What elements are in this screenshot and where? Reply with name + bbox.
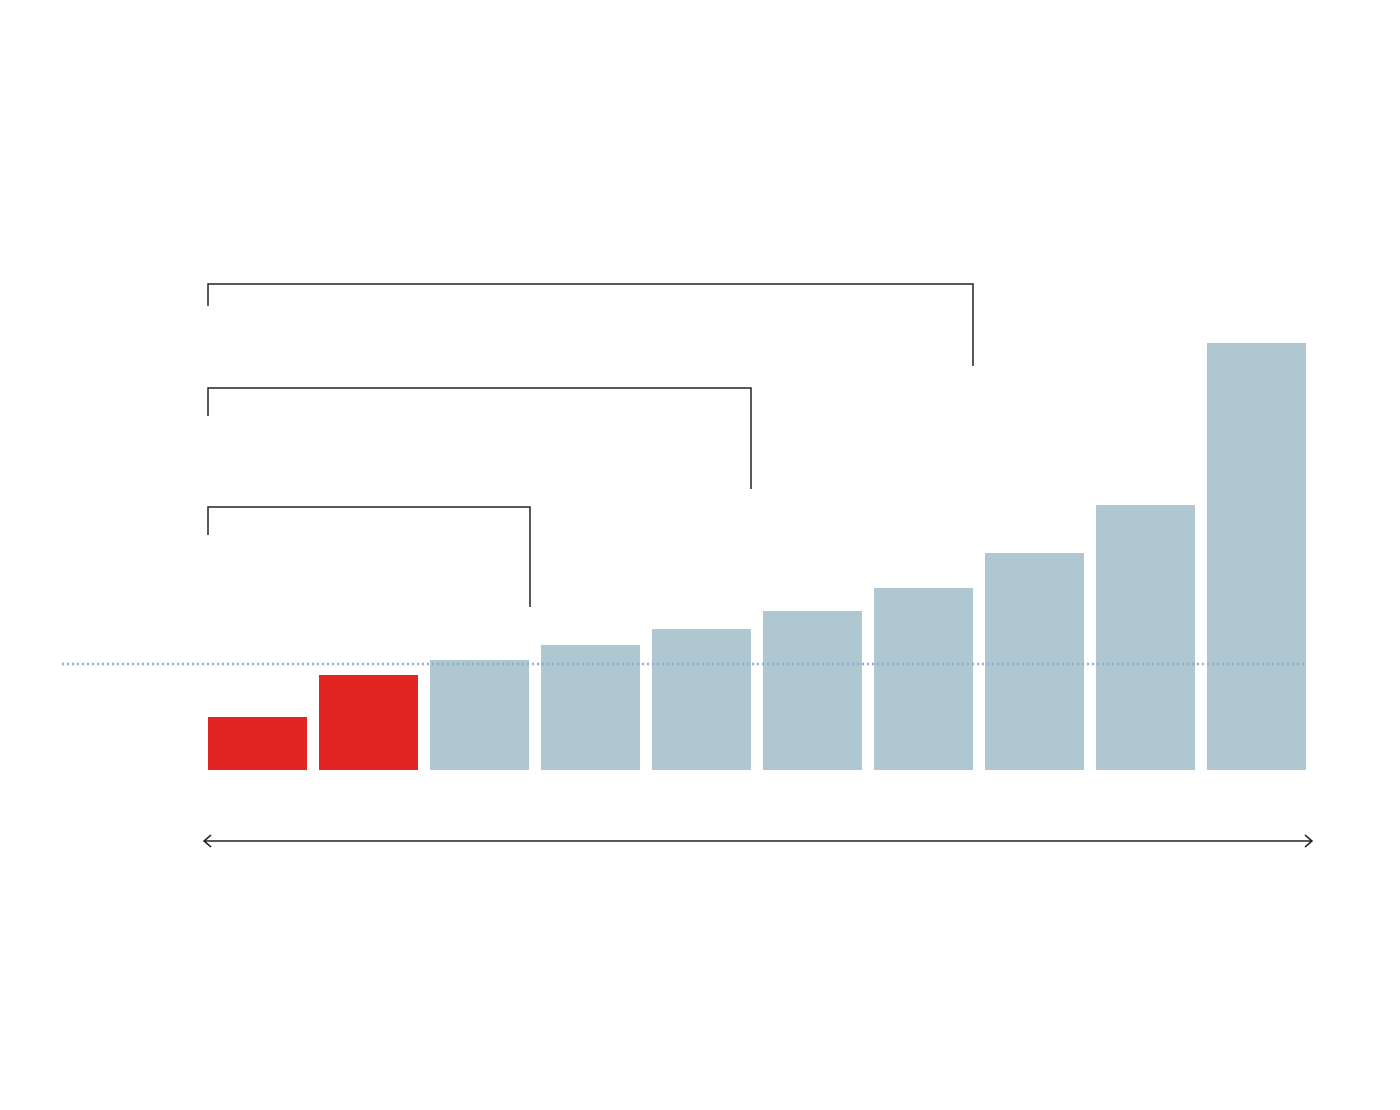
bar <box>874 588 973 770</box>
bar <box>985 553 1084 770</box>
bracket <box>207 283 974 366</box>
bar <box>1207 343 1306 770</box>
bracket <box>207 387 752 489</box>
bar <box>208 717 307 770</box>
bar <box>319 675 418 770</box>
bar <box>541 645 640 770</box>
bracket <box>207 506 531 607</box>
range-arrow <box>202 834 1314 848</box>
bar <box>763 611 862 770</box>
bar <box>652 629 751 770</box>
bar <box>1096 505 1195 770</box>
bar <box>430 660 529 770</box>
